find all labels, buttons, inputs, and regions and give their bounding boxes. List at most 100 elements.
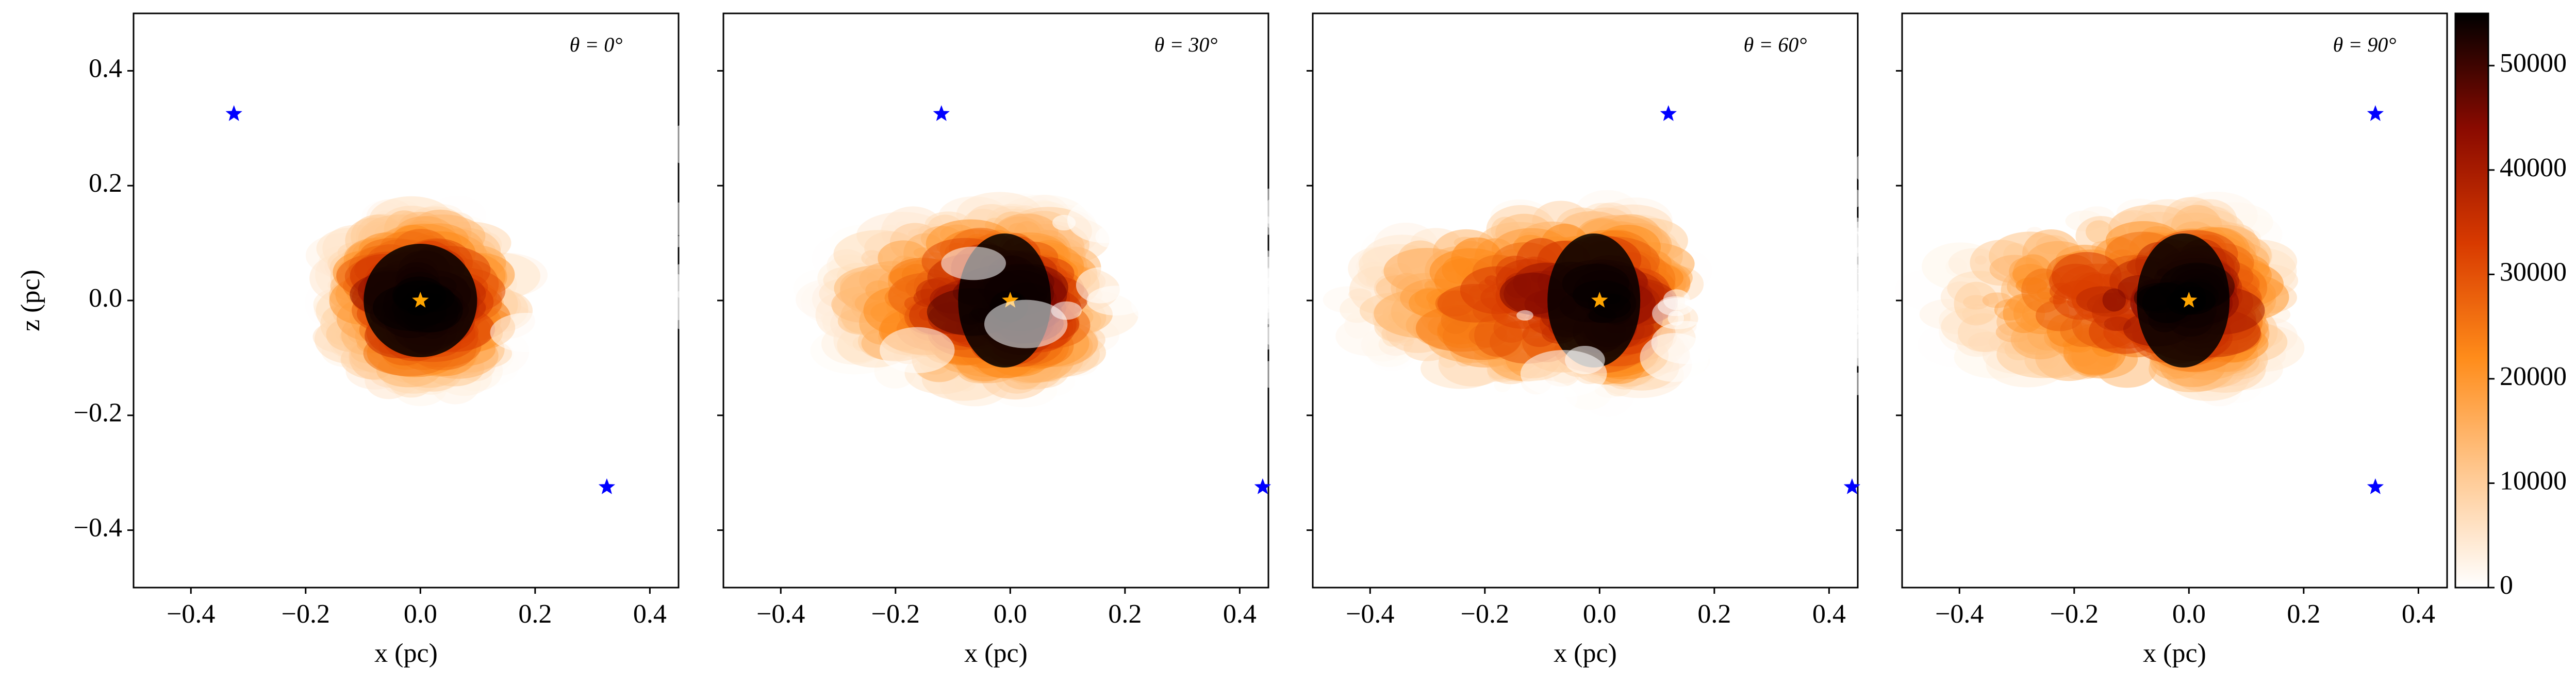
density-blob (1501, 413, 1523, 429)
density-blob (802, 393, 847, 424)
x-tick-label: 0.0 (994, 599, 1027, 629)
density-blob (1145, 370, 1184, 400)
density-blob (2000, 416, 2018, 426)
density-blob (1813, 318, 1893, 367)
density-blob (1195, 279, 1246, 325)
density-blob (1417, 201, 1457, 229)
density-blob (707, 303, 749, 333)
density-blob (1097, 359, 1121, 382)
y-tick-label: 0.4 (89, 54, 122, 83)
panel-title: θ = 90° (2333, 33, 2397, 56)
density-blob (775, 371, 810, 389)
density-blob (685, 330, 733, 369)
star-marker (2367, 105, 2384, 121)
density-blob (1244, 215, 1281, 236)
density-blob (1174, 316, 1186, 327)
x-axis-label: x (pc) (374, 639, 438, 668)
x-axis-label: x (pc) (964, 639, 1028, 668)
density-blob (741, 277, 761, 295)
density-blob (1609, 424, 1670, 458)
density-blob (435, 112, 494, 153)
density-blob (1251, 360, 1299, 389)
colorbar-tick-label: 30000 (2500, 257, 2567, 287)
star-marker (1591, 292, 1608, 308)
colorbar (2454, 12, 2489, 589)
density-blob (1451, 192, 1479, 208)
density-blob (861, 250, 883, 266)
density-blob (1272, 281, 1333, 321)
x-tick-label: 0.0 (2172, 599, 2206, 629)
density-blob (325, 402, 386, 443)
density-blob (546, 335, 603, 381)
x-tick-label: 0.2 (518, 599, 552, 629)
density-blob (2087, 186, 2108, 207)
density-blob (2102, 288, 2126, 312)
density-blob (1852, 146, 1918, 189)
density-blob (898, 146, 944, 183)
density-blob (327, 150, 369, 183)
x-tick-label: −0.2 (871, 599, 920, 629)
density-blob (2035, 439, 2093, 470)
density-blob (1736, 342, 1785, 376)
density-blob (739, 261, 756, 270)
density-blob (1640, 333, 1709, 382)
y-tick-label: 0.0 (89, 283, 122, 313)
star-marker (1002, 292, 1019, 308)
density-blob (578, 231, 604, 255)
density-blob (238, 331, 333, 381)
y-axis-label: z (pc) (16, 270, 45, 331)
x-tick-label: −0.2 (2050, 599, 2099, 629)
star-marker (933, 105, 950, 121)
y-tick-label: −0.2 (74, 398, 122, 428)
x-tick-label: 0.0 (1583, 599, 1616, 629)
density-blob (1885, 208, 1922, 231)
density-blob (284, 186, 342, 217)
density-blob (490, 312, 564, 353)
density-blob (927, 420, 956, 436)
colorbar-tick-label: 40000 (2500, 153, 2567, 182)
density-blob (1294, 333, 1323, 360)
x-tick-label: 0.2 (1108, 599, 1142, 629)
density-blob (1983, 200, 2002, 214)
x-tick-label: 0.0 (404, 599, 437, 629)
density-blob (1124, 240, 1143, 250)
density-blob (1726, 120, 1790, 160)
density-blob (1840, 189, 1864, 208)
colorbar-tick-label: 0 (2500, 571, 2513, 600)
density-blob (1657, 296, 1694, 316)
density-blob (2094, 384, 2112, 399)
density-core (1547, 233, 1641, 367)
density-blob (820, 194, 862, 219)
star-marker (1254, 478, 1271, 494)
density-blob (685, 266, 721, 291)
density-blob (941, 246, 1006, 280)
density-blob (1246, 188, 1302, 224)
star-marker (598, 478, 616, 494)
density-blob (1067, 197, 1143, 243)
density-blob (1376, 182, 1424, 221)
density-blob (1528, 424, 1578, 449)
star-marker (2367, 478, 2384, 494)
panel-title: θ = 30° (1154, 33, 1218, 56)
density-blob (1826, 304, 1842, 316)
density-blob (1995, 221, 2018, 234)
density-blob (973, 153, 1033, 190)
density-blob (608, 286, 631, 304)
density-blob (1216, 249, 1290, 287)
density-blob (662, 121, 744, 168)
density-blob (1435, 180, 1457, 201)
x-tick-label: 0.4 (2402, 599, 2435, 629)
density-blob (652, 202, 706, 236)
density-blob (880, 327, 955, 373)
density-blob (386, 146, 405, 155)
colorbar-tick-label: 20000 (2500, 362, 2567, 391)
density-blob (744, 201, 817, 246)
density-blob (780, 141, 866, 186)
density-blob (1776, 248, 1808, 268)
density-blob (1086, 286, 1146, 316)
x-tick-label: 0.2 (1697, 599, 1731, 629)
density-blob (1997, 183, 2060, 219)
density-blob (1285, 220, 1303, 237)
